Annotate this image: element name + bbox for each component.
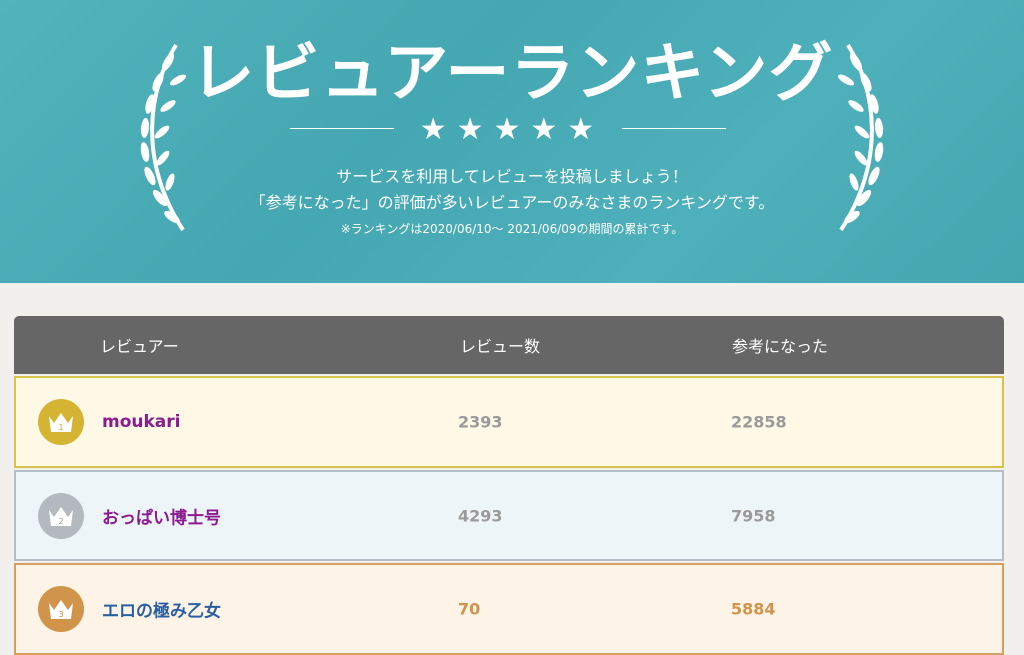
period-note: ※ランキングは2020/06/10～ 2021/06/09の期間の累計です。	[340, 222, 684, 236]
table-header: レビュアー レビュー数 参考になった	[14, 316, 1004, 374]
divider-right	[622, 128, 726, 129]
reviewer-name-link[interactable]: エロの極み乙女	[102, 601, 221, 622]
divider-left	[290, 128, 394, 129]
intro-line-1: サービスを利用してレビューを投稿しましょう！	[336, 167, 688, 186]
svg-text:2: 2	[58, 517, 63, 526]
reviewer-name-link[interactable]: moukari	[102, 412, 181, 432]
helpful-count: 22858	[731, 412, 787, 432]
header-helpful: 参考になった	[732, 337, 829, 356]
crown-rank-2-icon: 2	[38, 492, 84, 539]
ranking-banner: レビュアーランキング ★★★★★ サービスを利用してレビューを投稿しましょう！ …	[0, 0, 1024, 283]
helpful-count: 7958	[731, 506, 776, 525]
table-row: 3 エロの極み乙女 70 5884	[14, 563, 1004, 655]
table-row: 1 moukari 2393 22858	[14, 376, 1004, 468]
review-count: 4293	[458, 506, 503, 525]
ranking-table: レビュアー レビュー数 参考になった 1 moukari 2393 22858 …	[14, 316, 1004, 655]
reviewer-name-link[interactable]: おっぱい博士号	[102, 508, 221, 528]
stars-icon: ★★★★★	[419, 112, 605, 147]
table-row: 2 おっぱい博士号 4293 7958	[14, 470, 1004, 561]
helpful-count: 5884	[731, 599, 776, 619]
svg-text:1: 1	[58, 423, 63, 432]
laurel-right-icon	[838, 43, 884, 232]
crown-rank-1-icon: 1	[38, 399, 84, 445]
header-reviewer: レビュアー	[100, 337, 179, 356]
intro-line-2: 「参考になった」の評価が多いレビュアーのみなさまのランキングです。	[249, 193, 775, 212]
laurel-left-icon	[140, 43, 186, 232]
crown-rank-3-icon: 3	[38, 586, 84, 632]
page-title: レビュアーランキング	[190, 37, 834, 111]
review-count: 70	[458, 599, 481, 619]
review-count: 2393	[458, 412, 503, 432]
header-review-count: レビュー数	[460, 337, 541, 356]
svg-text:3: 3	[58, 610, 63, 619]
